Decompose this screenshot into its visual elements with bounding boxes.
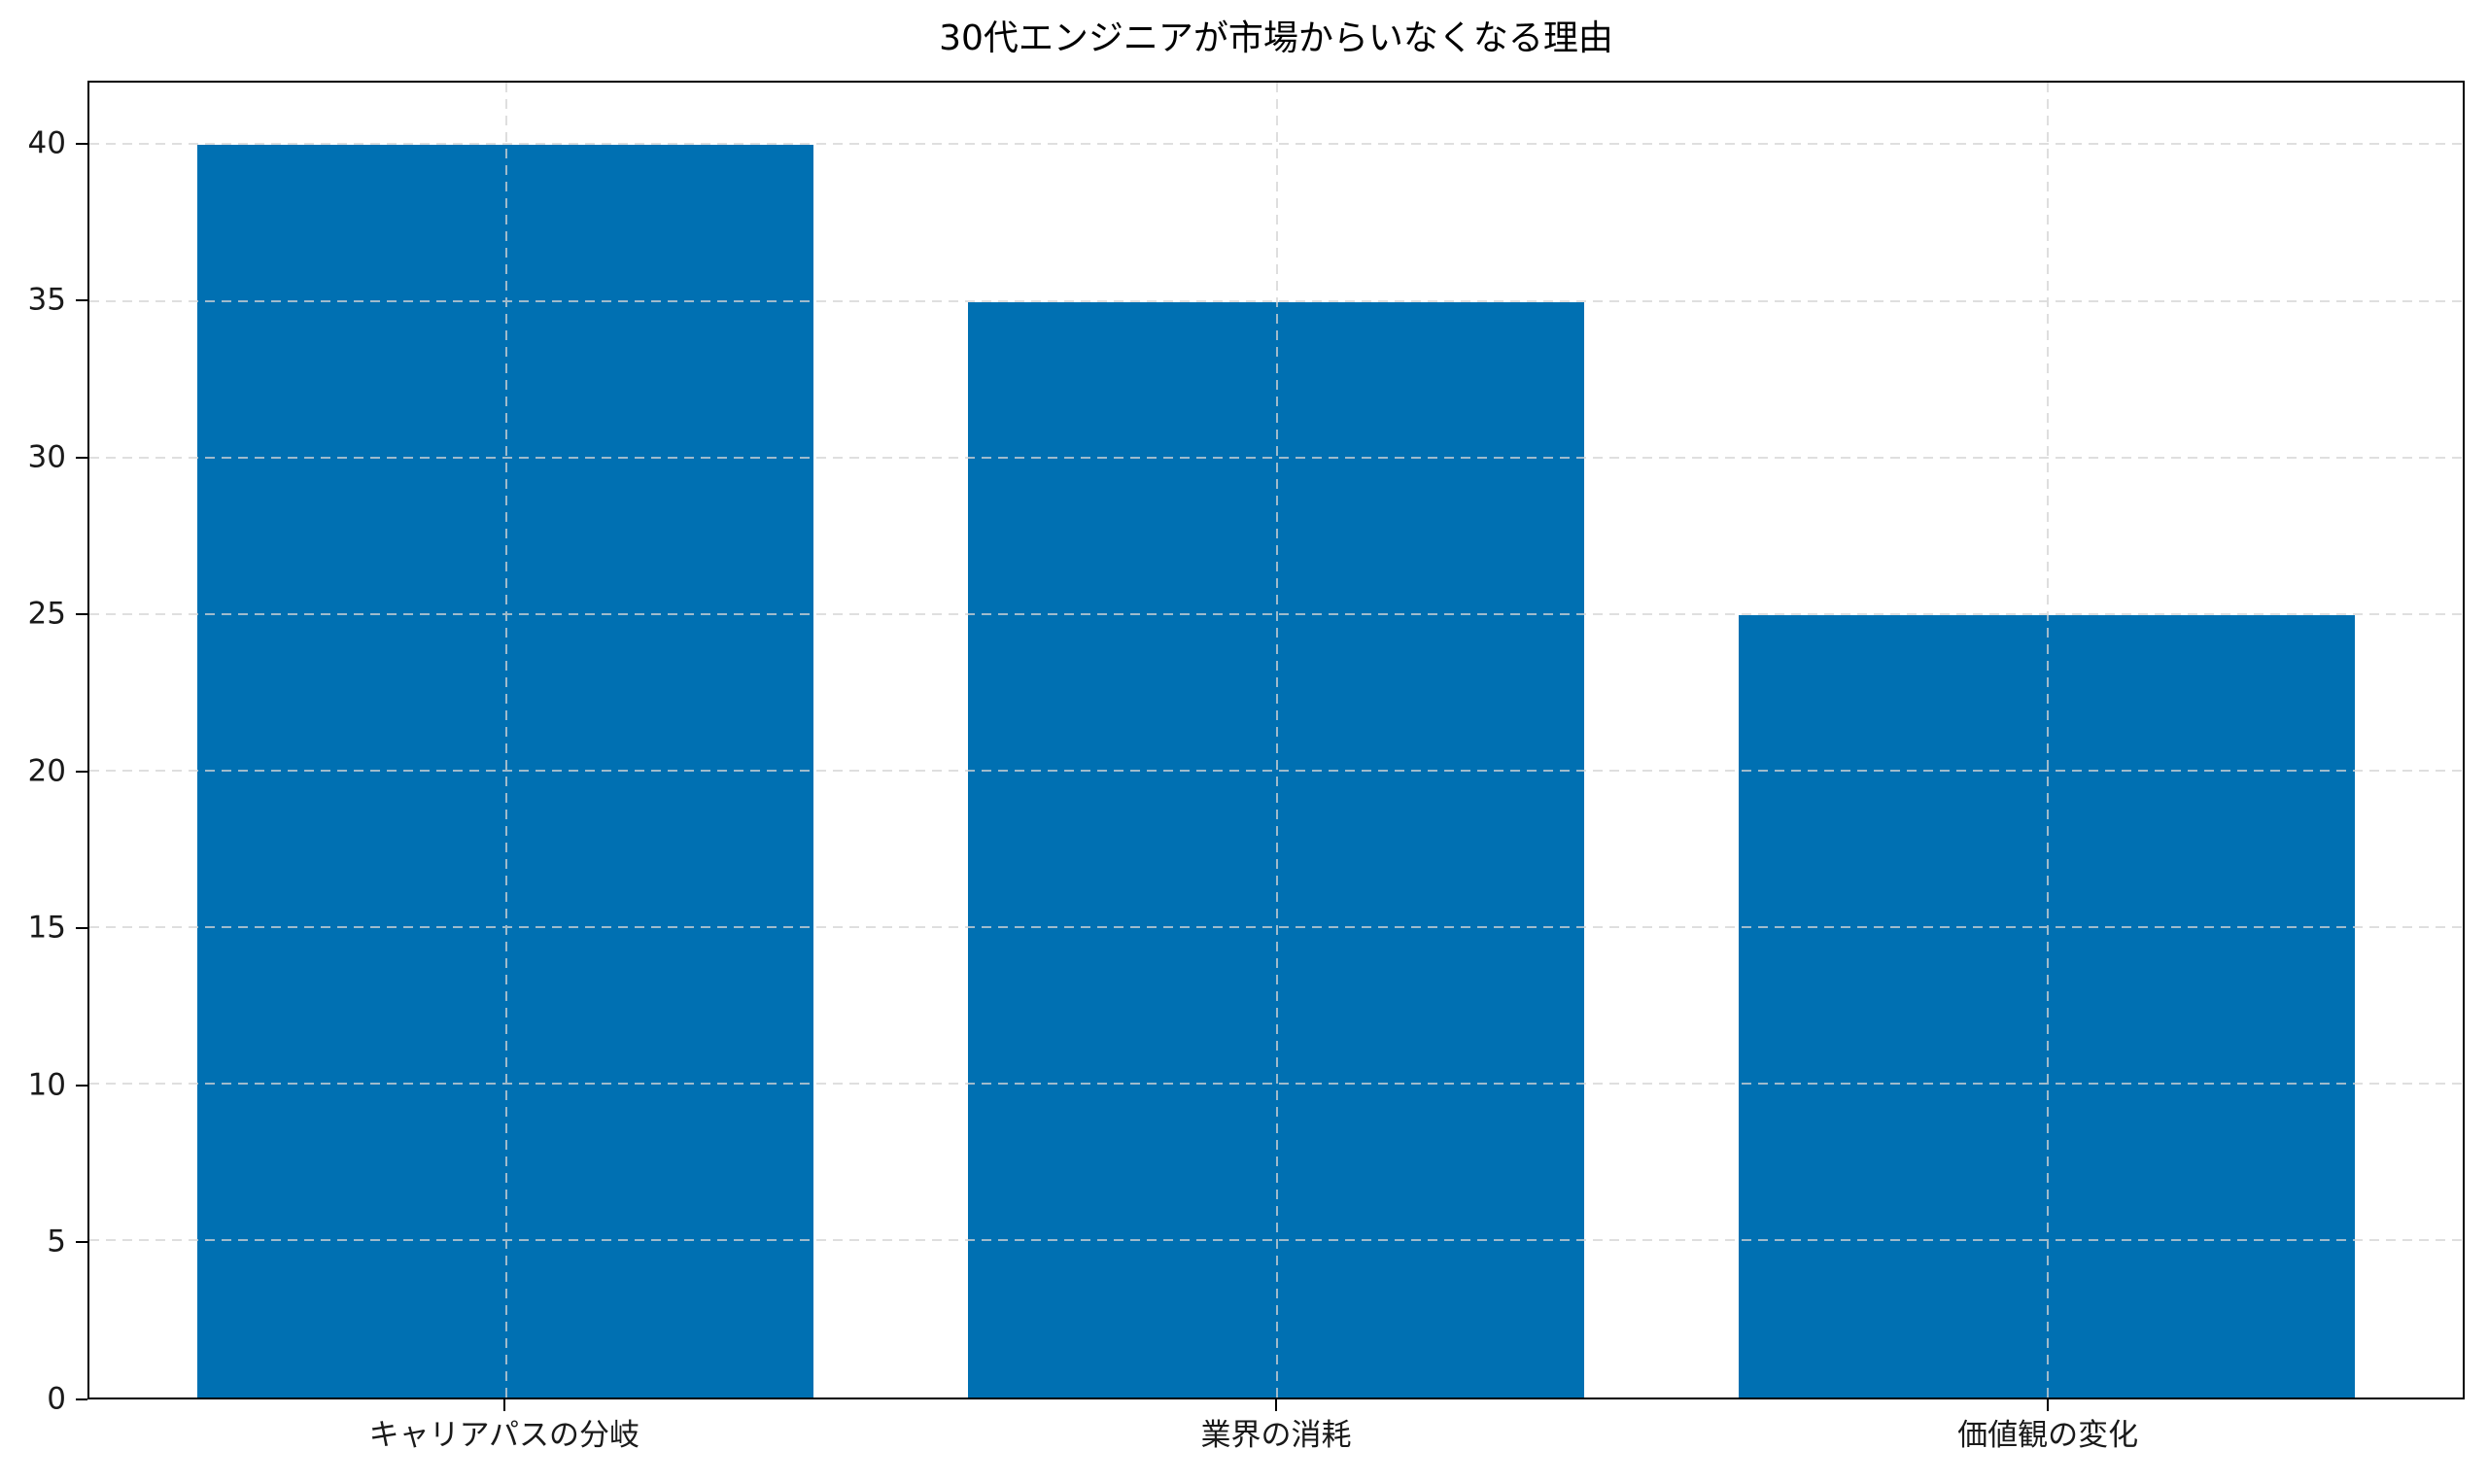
x-tick-label: 価値観の変化: [1957, 1418, 2139, 1453]
y-tick-label: 15: [27, 910, 66, 946]
bar: [967, 301, 1585, 1398]
y-tick-label: 0: [47, 1381, 66, 1417]
y-tick-mark: [76, 770, 87, 773]
x-tick-label: 業界の消耗: [1200, 1418, 1352, 1453]
chart-title: 30代エンジニアが市場からいなくなる理由: [939, 18, 1613, 58]
y-tick-label: 35: [27, 282, 66, 318]
y-tick-mark: [76, 456, 87, 459]
x-gridline: [505, 83, 508, 1398]
y-tick-mark: [76, 299, 87, 302]
y-tick-mark: [76, 1241, 87, 1244]
x-tick-mark: [2047, 1399, 2050, 1411]
y-tick-mark: [76, 1398, 87, 1400]
y-tick-mark: [76, 142, 87, 145]
plot-area: [87, 81, 2465, 1399]
y-tick-label: 5: [47, 1224, 66, 1260]
y-tick-label: 30: [27, 439, 66, 475]
y-tick-mark: [76, 613, 87, 616]
grid-layer: [89, 83, 2463, 1398]
y-tick-label: 20: [27, 753, 66, 789]
y-tick-label: 40: [27, 125, 66, 161]
x-tick-label: キャリアパスの分岐: [368, 1418, 640, 1453]
y-tick-label: 25: [27, 596, 66, 632]
y-tick-mark: [76, 1084, 87, 1087]
x-tick-mark: [502, 1399, 505, 1411]
x-gridline: [1276, 83, 1278, 1398]
y-tick-mark: [76, 927, 87, 930]
x-tick-mark: [1275, 1399, 1277, 1411]
x-gridline: [2046, 83, 2049, 1398]
y-tick-label: 10: [27, 1067, 66, 1103]
